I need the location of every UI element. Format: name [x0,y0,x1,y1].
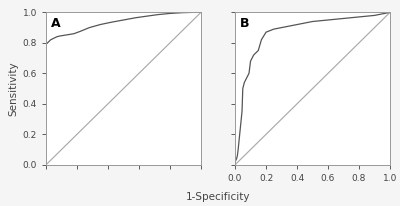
Text: B: B [240,17,249,30]
Y-axis label: Sensitivity: Sensitivity [8,61,18,116]
Text: 1-Specificity: 1-Specificity [186,192,250,202]
Text: A: A [51,17,60,30]
